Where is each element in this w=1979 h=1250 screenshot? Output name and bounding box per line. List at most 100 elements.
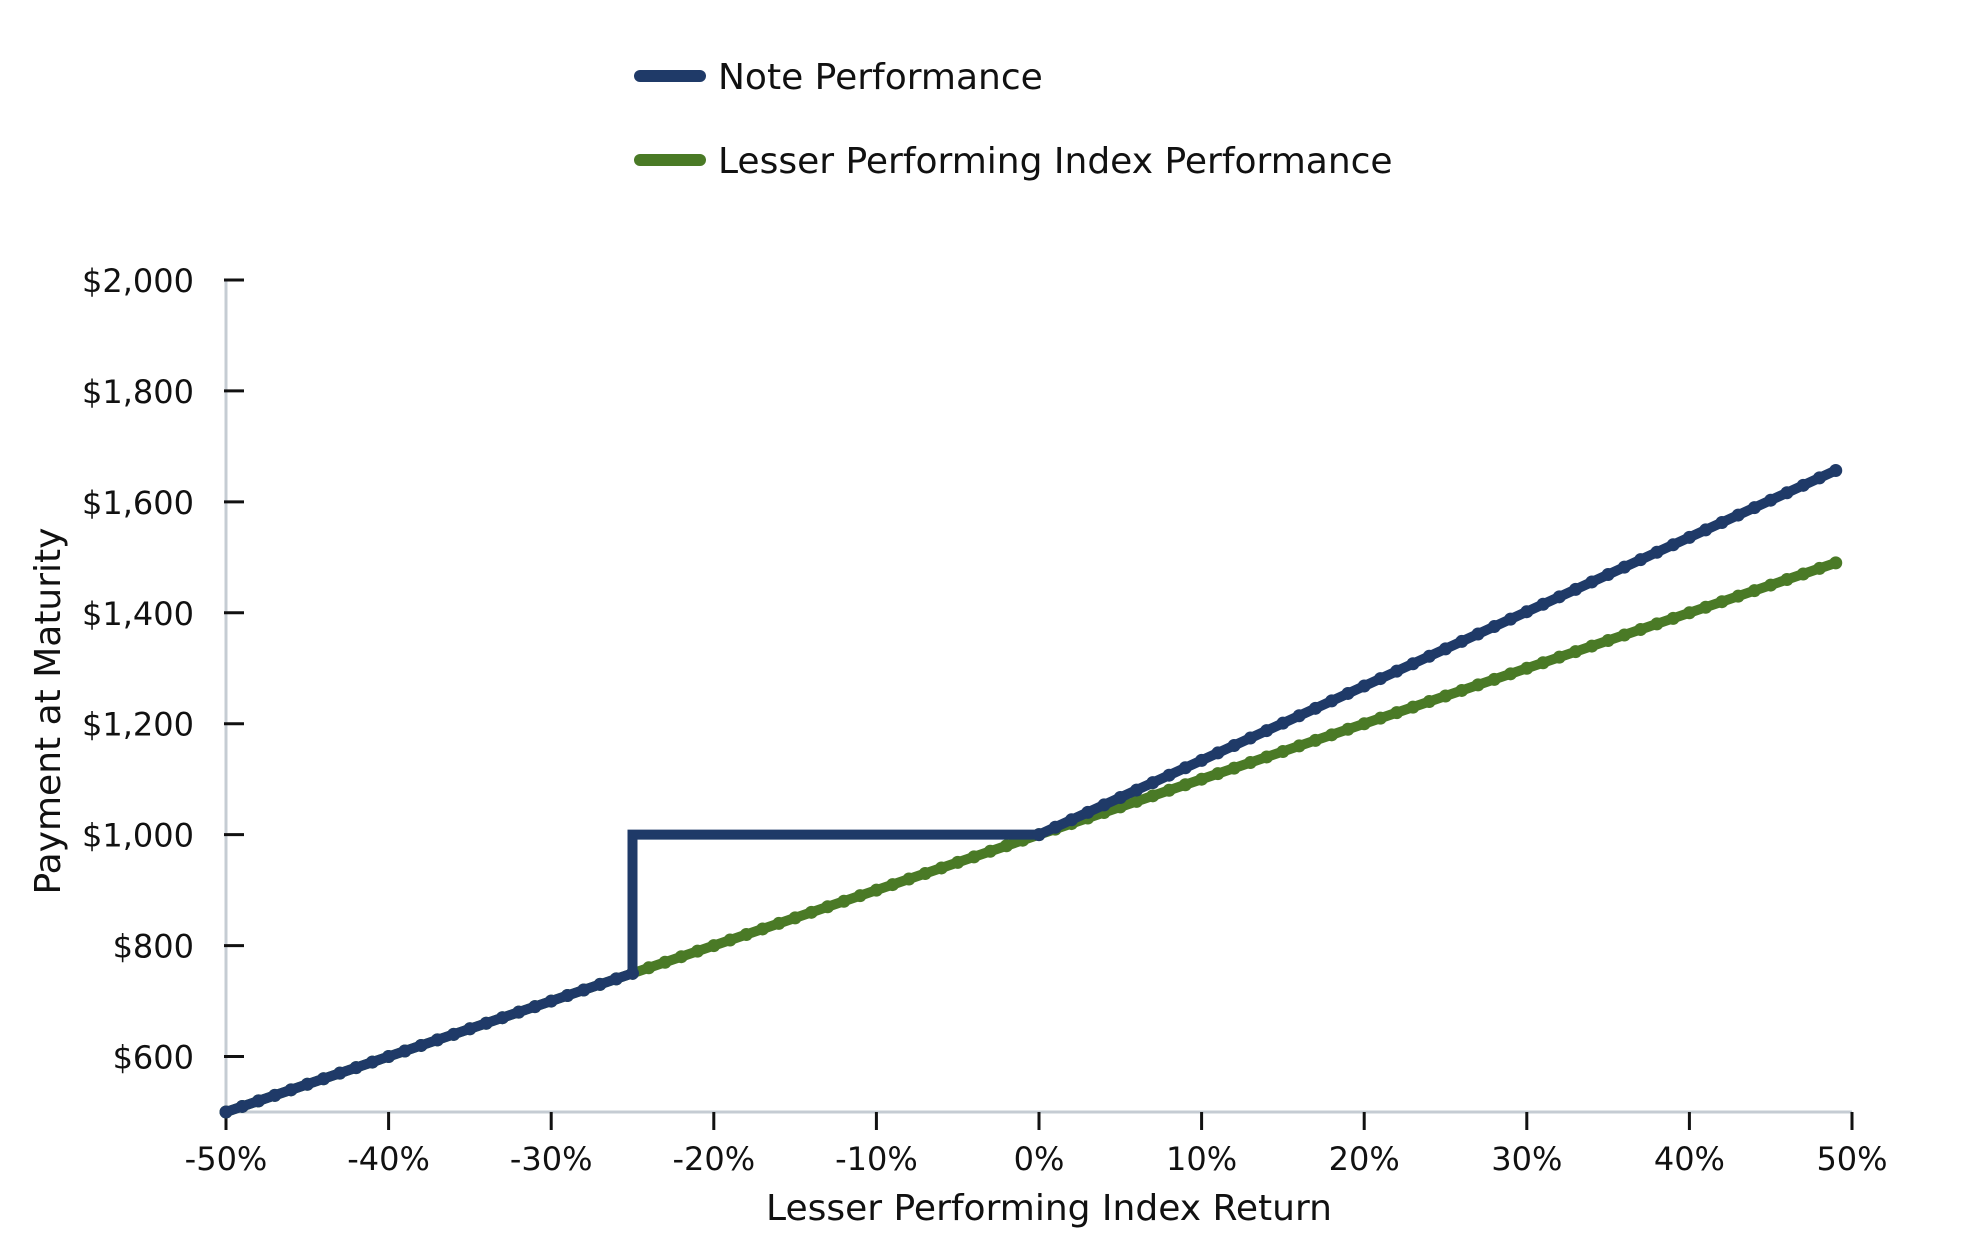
series-point	[1081, 805, 1095, 819]
series-point	[1585, 575, 1599, 589]
series-point	[1634, 553, 1648, 567]
series-point	[1357, 717, 1371, 731]
series-point	[1130, 794, 1144, 808]
series-point	[1130, 783, 1144, 797]
series-point	[1146, 789, 1160, 803]
series-point	[658, 955, 672, 969]
series-point	[1552, 590, 1566, 604]
x-tick-label: 0%	[1014, 1140, 1065, 1178]
series-point	[365, 1055, 379, 1069]
series-point	[1650, 617, 1664, 631]
series-point	[1357, 679, 1371, 693]
series-point	[1699, 600, 1713, 614]
series-point	[1812, 561, 1826, 575]
series-point	[788, 911, 802, 925]
series-point	[1601, 634, 1615, 648]
series-point	[398, 1044, 412, 1058]
series-point	[853, 889, 867, 903]
series-point	[756, 922, 770, 936]
series-point	[1406, 700, 1420, 714]
series-point	[1162, 783, 1176, 797]
x-tick-label: -10%	[835, 1140, 918, 1178]
series-point	[691, 944, 705, 958]
series-point	[463, 1022, 477, 1036]
series-point	[1650, 545, 1664, 559]
series-point	[577, 983, 591, 997]
x-axis-ticks: -50% -40% -30% -20% -10% 0% 10% 20% 30% 40% 50%	[185, 1112, 1888, 1178]
series-point	[902, 872, 916, 886]
series-point	[1162, 768, 1176, 782]
series-point	[382, 1050, 396, 1064]
series-point	[1455, 683, 1469, 697]
series-line	[221, 465, 1841, 1117]
series-point	[1390, 664, 1404, 678]
series-point	[1227, 761, 1241, 775]
series-point	[1211, 746, 1225, 760]
series-point	[1796, 478, 1810, 492]
series-point	[1292, 739, 1306, 753]
series-point	[723, 933, 737, 947]
series-point	[1146, 776, 1160, 790]
series-point	[1487, 620, 1501, 634]
y-tick-label: $2,000	[82, 262, 194, 300]
series-point	[1780, 486, 1794, 500]
series-point	[1764, 493, 1778, 507]
x-tick-label: 10%	[1166, 1140, 1237, 1178]
series-point	[1812, 471, 1826, 485]
series-point	[268, 1088, 282, 1102]
series-point	[1195, 772, 1209, 786]
series-point	[479, 1016, 493, 1030]
series-point	[1715, 595, 1729, 609]
series-point	[1520, 605, 1534, 619]
x-tick-label: 50%	[1816, 1140, 1887, 1178]
series-point	[1504, 612, 1518, 626]
series-point	[1471, 627, 1485, 641]
series-point	[1178, 761, 1192, 775]
series-point	[674, 950, 688, 964]
series-point	[1699, 523, 1713, 537]
series-point	[1260, 750, 1274, 764]
series-point	[235, 1099, 249, 1113]
series-point	[1617, 628, 1631, 642]
series-point	[1829, 463, 1843, 477]
series-point	[1520, 661, 1534, 675]
series-point	[544, 994, 558, 1008]
axes: -50% -40% -30% -20% -10% 0% 10% 20% 30% 40% 50% $6…	[82, 262, 1888, 1178]
series-point	[349, 1061, 363, 1075]
series-point	[1536, 656, 1550, 670]
x-tick-label: 30%	[1491, 1140, 1562, 1178]
series-point	[317, 1072, 331, 1086]
series-point	[1585, 639, 1599, 653]
x-axis-title: Lesser Performing Index Return	[766, 1188, 1332, 1229]
series-point	[1422, 695, 1436, 709]
series-point	[512, 1005, 526, 1019]
series-point	[252, 1094, 266, 1108]
series-point	[626, 966, 639, 980]
x-tick-label: 40%	[1654, 1140, 1725, 1178]
series-point	[430, 1033, 444, 1047]
series-point	[1731, 589, 1745, 603]
y-tick-label: $1,000	[82, 817, 194, 855]
series-point	[1569, 645, 1583, 659]
series-point	[1276, 744, 1290, 758]
series-point	[1666, 538, 1680, 552]
series-point	[1113, 791, 1127, 805]
series-point	[1260, 724, 1274, 738]
series-point	[642, 961, 656, 975]
series-point	[967, 850, 981, 864]
series-point	[1780, 573, 1794, 587]
series-point	[1292, 709, 1306, 723]
x-tick-label: -20%	[672, 1140, 755, 1178]
series-point	[1048, 820, 1062, 834]
series-point	[1764, 578, 1778, 592]
series-point	[1455, 634, 1469, 648]
series-point	[772, 916, 786, 930]
series-point	[1308, 733, 1322, 747]
series-point	[300, 1077, 314, 1091]
series-point	[1032, 828, 1046, 842]
y-tick-label: $1,400	[82, 595, 194, 633]
series-point	[284, 1083, 298, 1097]
series-point	[1227, 738, 1241, 752]
series-point	[1747, 584, 1761, 598]
series-point	[1487, 672, 1501, 686]
